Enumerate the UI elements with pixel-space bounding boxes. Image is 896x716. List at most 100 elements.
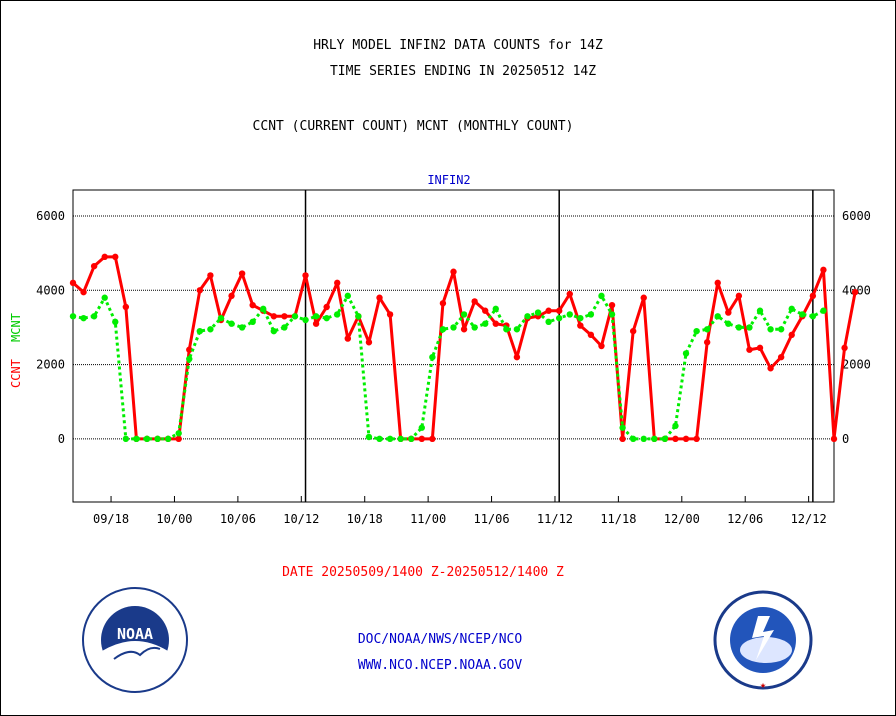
point-mcnt xyxy=(281,324,288,331)
y-tick-label-right: 2000 xyxy=(842,358,871,372)
point-mcnt xyxy=(820,307,827,314)
point-mcnt xyxy=(619,424,626,431)
point-ccnt xyxy=(302,272,309,279)
y-axis-label-mcnt: MCNT xyxy=(9,313,23,342)
point-ccnt xyxy=(640,294,647,301)
point-mcnt xyxy=(640,435,647,443)
point-mcnt xyxy=(186,355,193,363)
x-tick-label: 12/00 xyxy=(664,512,700,526)
point-mcnt xyxy=(555,314,563,322)
point-mcnt xyxy=(524,313,531,320)
point-mcnt xyxy=(482,320,489,327)
point-mcnt xyxy=(334,311,341,318)
point-ccnt xyxy=(725,309,732,316)
point-ccnt xyxy=(101,253,108,261)
star-icon: ★ xyxy=(760,680,766,691)
point-ccnt xyxy=(122,303,130,311)
point-ccnt xyxy=(471,298,478,305)
point-ccnt xyxy=(228,292,235,300)
point-mcnt xyxy=(80,314,87,322)
point-ccnt xyxy=(112,253,119,261)
point-ccnt xyxy=(376,294,383,301)
point-mcnt xyxy=(756,307,764,314)
y-tick-label-left: 4000 xyxy=(36,283,65,297)
point-ccnt xyxy=(492,320,499,327)
point-ccnt xyxy=(555,307,563,314)
point-ccnt xyxy=(80,288,87,296)
point-ccnt xyxy=(703,339,711,346)
x-tick-label: 11/00 xyxy=(410,512,446,526)
x-tick-label: 11/06 xyxy=(473,512,509,526)
point-mcnt xyxy=(725,320,732,327)
cloud-icon xyxy=(740,637,792,663)
point-mcnt xyxy=(703,326,711,333)
point-ccnt xyxy=(429,435,436,443)
point-ccnt xyxy=(482,307,489,314)
point-mcnt xyxy=(386,435,394,443)
point-mcnt xyxy=(355,313,362,320)
point-mcnt xyxy=(767,326,774,333)
point-mcnt xyxy=(492,305,499,313)
point-mcnt xyxy=(207,326,214,333)
point-ccnt xyxy=(270,313,278,320)
x-tick-label: 11/12 xyxy=(537,512,573,526)
point-ccnt xyxy=(672,435,679,443)
point-mcnt xyxy=(661,435,669,443)
axis-layer: 0020002000400040006000600009/1810/0010/0… xyxy=(36,189,871,526)
y-tick-label-right: 6000 xyxy=(842,209,871,223)
point-mcnt xyxy=(577,314,584,322)
point-mcnt xyxy=(143,435,151,443)
point-ccnt xyxy=(777,353,785,361)
panel-title: INFIN2 xyxy=(427,173,470,187)
point-mcnt xyxy=(672,422,679,430)
point-ccnt xyxy=(238,270,246,277)
point-mcnt xyxy=(799,311,806,318)
point-mcnt xyxy=(809,313,817,320)
point-mcnt xyxy=(90,313,98,320)
point-mcnt xyxy=(429,353,436,361)
point-mcnt xyxy=(365,433,373,441)
point-ccnt xyxy=(767,365,774,372)
point-ccnt xyxy=(577,322,584,329)
point-mcnt xyxy=(154,435,161,443)
plot-frame xyxy=(72,189,835,503)
point-mcnt xyxy=(270,327,278,335)
point-mcnt xyxy=(471,324,478,331)
point-mcnt xyxy=(534,309,542,316)
point-ccnt xyxy=(90,262,98,270)
point-mcnt xyxy=(777,326,785,333)
point-mcnt xyxy=(175,430,182,437)
point-ccnt xyxy=(619,435,626,443)
org-path-link[interactable]: DOC/NOAA/NWS/NCEP/NCO xyxy=(357,632,523,647)
y-tick-label-right: 0 xyxy=(842,432,849,446)
point-ccnt xyxy=(365,339,373,346)
point-mcnt xyxy=(291,313,299,320)
point-mcnt xyxy=(598,292,605,300)
point-ccnt xyxy=(735,292,743,300)
point-ccnt xyxy=(714,279,721,287)
website-link[interactable]: WWW.NCO.NCEP.NOAA.GOV xyxy=(357,658,523,673)
chart-title-line-1: HRLY MODEL INFIN2 DATA COUNTS for 14Z xyxy=(313,38,603,53)
point-ccnt xyxy=(513,353,521,361)
point-mcnt xyxy=(312,313,320,320)
point-mcnt xyxy=(164,435,172,443)
point-mcnt xyxy=(133,435,140,443)
date-range: DATE 20250509/1400 Z-20250512/1400 Z xyxy=(282,565,564,580)
point-ccnt xyxy=(175,435,182,443)
point-ccnt xyxy=(69,279,77,287)
point-mcnt xyxy=(566,311,573,318)
point-mcnt xyxy=(122,435,130,443)
point-mcnt xyxy=(323,314,330,322)
point-mcnt xyxy=(408,435,415,443)
chart-title-line-2: TIME SERIES ENDING IN 20250512 14Z xyxy=(329,64,597,79)
point-mcnt xyxy=(344,292,352,300)
point-ccnt xyxy=(809,292,817,300)
point-mcnt xyxy=(376,435,383,443)
point-ccnt xyxy=(249,301,256,309)
noaa-bird-shape xyxy=(102,641,168,675)
x-tick-label: 12/12 xyxy=(791,512,827,526)
point-ccnt xyxy=(587,331,595,339)
point-mcnt xyxy=(788,305,795,313)
point-mcnt xyxy=(682,350,690,357)
point-ccnt xyxy=(693,435,700,443)
